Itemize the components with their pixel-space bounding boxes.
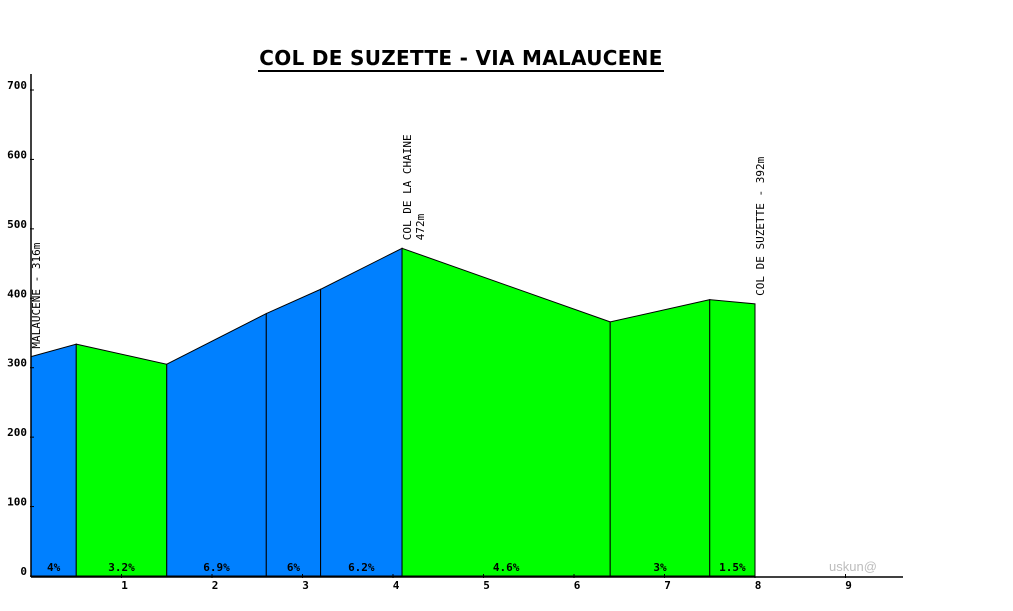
x-tick-label: 7 (664, 579, 671, 592)
x-tick-label: 3 (302, 579, 309, 592)
profile-segment-5 (320, 247, 403, 577)
summit-annotation-3: COL DE SUZETTE - 392m (754, 156, 767, 295)
x-tick-label: 6 (574, 579, 581, 592)
profile-segment-7 (609, 299, 711, 577)
grade-label-5: 6.2% (348, 561, 375, 574)
x-tick-label: 9 (845, 579, 852, 592)
y-tick-label: 700 (7, 79, 27, 92)
grade-label-4: 6% (287, 561, 301, 574)
profile-segment-6 (401, 247, 611, 577)
x-tick-label: 2 (212, 579, 219, 592)
profile-segment-3 (166, 312, 267, 577)
profile-segments (30, 247, 756, 577)
chart-title-wrap: COL DE SUZETTE - VIA MALAUCENE (0, 46, 922, 72)
summit-annotation-2: 472m (414, 213, 427, 240)
x-axis-ticks: 1 2 3 4 5 6 7 8 9 (121, 574, 852, 592)
y-tick-label: 300 (7, 357, 27, 370)
profile-segment-2 (75, 343, 168, 577)
summit-annotation-2: COL DE LA CHAINE (401, 134, 414, 240)
x-tick-label: 1 (121, 579, 128, 592)
y-tick-label: 400 (7, 287, 27, 300)
y-tick-label: 500 (7, 218, 27, 231)
x-tick-label: 8 (755, 579, 762, 592)
axes (30, 74, 903, 578)
y-tick-label: 600 (7, 148, 27, 161)
grade-label-3: 6.9% (203, 561, 230, 574)
x-tick-label: 5 (483, 579, 490, 592)
profile-segment-8 (709, 299, 756, 577)
watermark-text: uskun@ (829, 559, 877, 574)
x-tick-label: 4 (393, 579, 400, 592)
y-tick-label: 200 (7, 426, 27, 439)
y-axis-ticks: 0 100 200 300 400 500 600 700 (7, 79, 34, 578)
profile-segment-1 (30, 343, 77, 577)
summit-annotation-1: MALAUCENE - 316m (30, 242, 43, 348)
grade-labels: 4% 3.2% 6.9% 6% 6.2% 4.6% 3% 1.5% (47, 561, 746, 574)
grade-label-6: 4.6% (493, 561, 520, 574)
chart-title: COL DE SUZETTE - VIA MALAUCENE (258, 46, 664, 72)
y-tick-label: 100 (7, 496, 27, 509)
grade-label-2: 3.2% (108, 561, 135, 574)
summit-annotations: MALAUCENE - 316m COL DE LA CHAINE 472m COL … (30, 134, 767, 348)
y-tick-label: 0 (20, 565, 27, 578)
grade-label-7: 3% (653, 561, 667, 574)
profile-segment-4 (265, 288, 322, 577)
grade-label-1: 4% (47, 561, 61, 574)
grade-label-8: 1.5% (719, 561, 746, 574)
